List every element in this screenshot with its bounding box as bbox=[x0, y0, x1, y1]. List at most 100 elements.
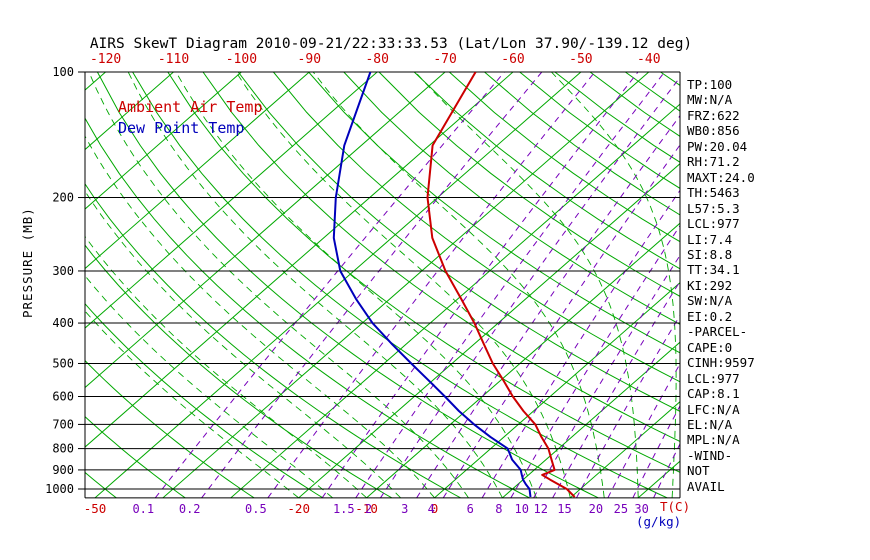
stats-line: WB0:856 bbox=[687, 123, 740, 139]
isotherm-line bbox=[85, 72, 446, 389]
dry-adiabat-line bbox=[96, 72, 599, 498]
stats-line: TH:5463 bbox=[687, 185, 740, 201]
dry-adiabat-line bbox=[85, 471, 117, 498]
top-temp-label: -80 bbox=[365, 52, 388, 67]
pressure-tick-label: 400 bbox=[52, 316, 74, 330]
dry-adiabat-line bbox=[85, 415, 186, 498]
bottom-temp-label: -20 bbox=[287, 501, 310, 516]
mixing-ratio-label: 15 bbox=[557, 502, 571, 516]
mixing-ratio-line bbox=[380, 76, 680, 498]
mixing-ratio-line bbox=[607, 362, 680, 498]
top-temp-label: -100 bbox=[226, 52, 257, 67]
x-axis-unit-label: T(C) bbox=[660, 499, 691, 514]
dry-adiabat-line bbox=[343, 72, 680, 325]
dewpoint-curve bbox=[332, 72, 532, 498]
moist-adiabat-line bbox=[551, 72, 677, 498]
mixing-ratio-label: 12 bbox=[533, 502, 547, 516]
bottom-temp-label: -50 bbox=[84, 501, 107, 516]
page-title: AIRS SkewT Diagram 2010-09-21/22:33:33.5… bbox=[89, 36, 693, 52]
pressure-tick-label: 300 bbox=[52, 264, 74, 278]
dry-adiabat-line bbox=[308, 72, 680, 354]
stats-line: -PARCEL- bbox=[687, 324, 748, 340]
stats-line: LCL:977 bbox=[687, 216, 740, 232]
moist-adiabat-line bbox=[127, 72, 503, 498]
pressure-tick-label: 200 bbox=[52, 191, 74, 205]
isotherm-line bbox=[85, 72, 106, 91]
stats-line: MW:N/A bbox=[687, 92, 733, 108]
bottom-temp-label: -10 bbox=[355, 501, 378, 516]
isotherm-line bbox=[85, 72, 514, 448]
dry-adiabat-line bbox=[413, 72, 680, 270]
pressure-tick-label: 700 bbox=[52, 417, 74, 431]
mixing-ratio-line bbox=[632, 404, 680, 498]
mixing-ratio-label: 0.2 bbox=[179, 502, 201, 516]
mixing-ratio-label: 0.5 bbox=[245, 502, 267, 516]
top-temp-label: -70 bbox=[433, 52, 456, 67]
mixing-ratio-label: 0.1 bbox=[132, 502, 154, 516]
isotherm-line bbox=[434, 282, 680, 498]
stats-line: L57:5.3 bbox=[687, 200, 740, 216]
dry-adiabat-line bbox=[378, 72, 680, 297]
top-temp-label: -120 bbox=[90, 52, 121, 67]
stats-line: EL:N/A bbox=[687, 416, 733, 432]
stats-line: RH:71.2 bbox=[687, 154, 740, 170]
mixing-ratio-line bbox=[416, 114, 680, 498]
dry-adiabat-line bbox=[132, 72, 668, 498]
moist-adiabat-line bbox=[85, 310, 299, 498]
isotherm-line bbox=[85, 72, 310, 270]
mixing-ratio-label: 2 bbox=[365, 502, 372, 516]
moist-adiabat-line bbox=[235, 72, 571, 498]
stats-line: MAXT:24.0 bbox=[687, 169, 755, 185]
legend: Ambient Air Temp Dew Point Temp bbox=[118, 97, 263, 139]
mixing-ratio-line bbox=[201, 72, 543, 498]
isotherm-line bbox=[94, 72, 582, 498]
stats-line: FRZ:622 bbox=[687, 107, 740, 123]
mixing-ratio-label: 20 bbox=[589, 502, 603, 516]
moist-adiabat-line bbox=[85, 275, 333, 498]
legend-air-temp: Ambient Air Temp bbox=[118, 98, 263, 116]
stats-panel: TP:100 MW:N/A FRZ:622 WB0:856 PW:20.04 RH:71.… bbox=[687, 77, 755, 494]
temperature-curve bbox=[426, 72, 576, 498]
stats-line: CAPE:0 bbox=[687, 339, 733, 355]
mixing-ratio-unit-label: (g/kg) bbox=[636, 514, 682, 529]
isotherm-line bbox=[230, 103, 680, 498]
moist-adiabat-line bbox=[414, 72, 639, 498]
pressure-tick-label: 800 bbox=[52, 442, 74, 456]
top-temp-label: -110 bbox=[158, 52, 189, 67]
moist-adiabat-line bbox=[88, 72, 469, 498]
mixing-ratio-label: 6 bbox=[467, 502, 474, 516]
stats-line: EI:0.2 bbox=[687, 308, 733, 324]
stats-line: SI:8.8 bbox=[687, 246, 733, 262]
stats-line: NOT bbox=[687, 463, 710, 479]
moist-adiabat-line bbox=[175, 72, 537, 498]
mixing-ratio-line bbox=[321, 72, 639, 498]
pressure-tick-label: 100 bbox=[52, 65, 74, 79]
isotherm-line bbox=[502, 341, 680, 498]
mixing-ratio-line bbox=[510, 224, 680, 498]
dry-adiabat-line bbox=[85, 359, 255, 498]
dry-adiabat-line bbox=[85, 117, 530, 498]
mixing-ratio-label: 25 bbox=[614, 502, 628, 516]
mixing-ratio-line bbox=[442, 144, 680, 498]
top-temp-label: -50 bbox=[569, 52, 592, 67]
stats-line: PW:20.04 bbox=[687, 138, 748, 154]
stats-line: AVAIL bbox=[687, 478, 725, 494]
mixing-ratio-label: 4 bbox=[428, 502, 435, 516]
stats-line: LI:7.4 bbox=[687, 231, 733, 247]
isotherm-line bbox=[85, 72, 242, 210]
mixing-ratio-line bbox=[552, 280, 680, 498]
mixing-ratio-label: 1.5 bbox=[333, 502, 355, 516]
mixing-ratio-line bbox=[355, 72, 665, 498]
mixing-ratio-label: 8 bbox=[495, 502, 502, 516]
pressure-tick-label: 1000 bbox=[45, 482, 74, 496]
stats-line: CINH:9597 bbox=[687, 355, 755, 371]
mixing-ratio-line bbox=[154, 72, 505, 498]
moist-adiabat-line bbox=[85, 135, 435, 498]
top-temp-label: -40 bbox=[637, 52, 660, 67]
pressure-tick-label: 900 bbox=[52, 463, 74, 477]
dry-adiabat-line bbox=[85, 302, 324, 498]
pressure-tick-label: 500 bbox=[52, 356, 74, 370]
dry-adiabat-line bbox=[237, 72, 680, 412]
